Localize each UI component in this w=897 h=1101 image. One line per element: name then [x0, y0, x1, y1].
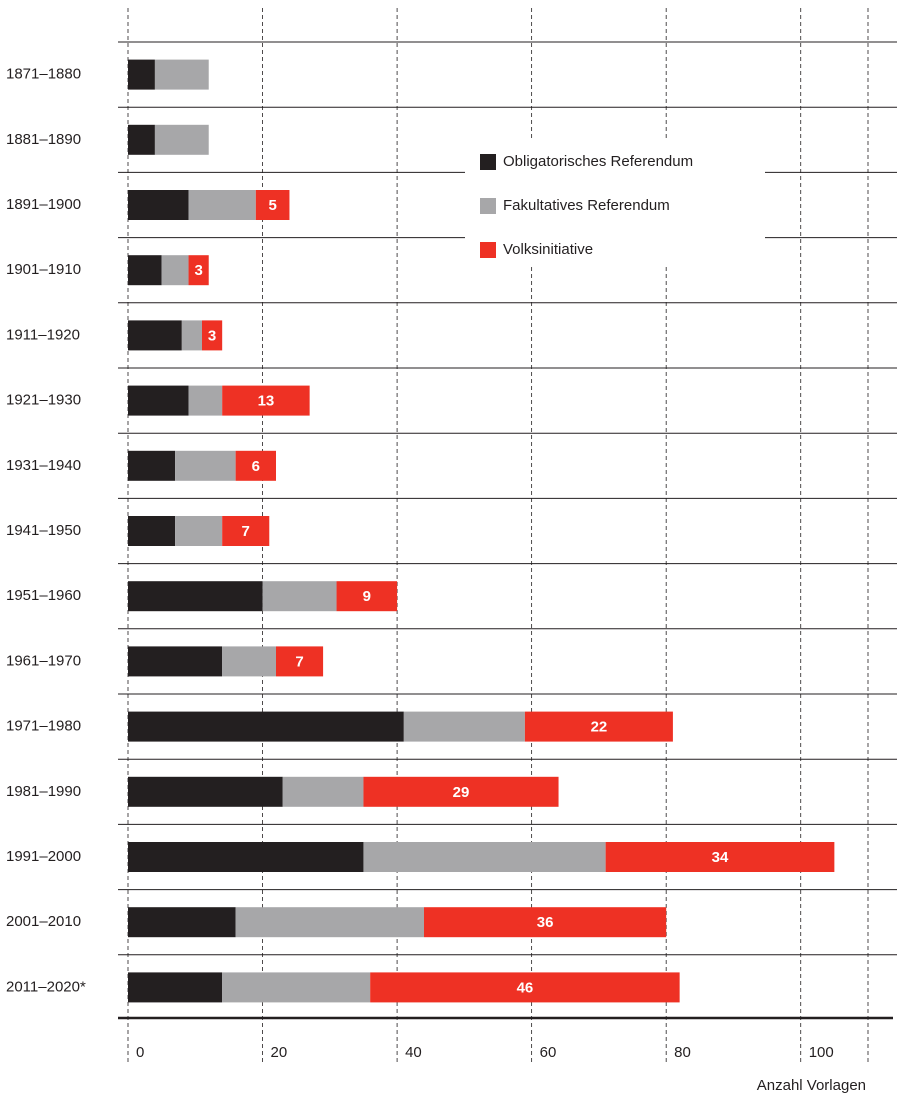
- legend-swatch: [480, 198, 496, 214]
- y-tick-label: 1931–1940: [6, 457, 81, 474]
- x-axis-label: Anzahl Vorlagen: [757, 1077, 866, 1094]
- bar-segment: [235, 450, 276, 481]
- bar-segment: [336, 581, 398, 612]
- bar-segment: [128, 776, 283, 807]
- bar-segment: [222, 385, 310, 416]
- y-tick-label: 2011–2020*: [6, 978, 86, 995]
- bar-segment: [363, 842, 606, 872]
- bar-segment: [128, 320, 182, 351]
- y-tick-label: 1881–1890: [6, 131, 81, 148]
- bar-segment: [222, 646, 276, 677]
- y-tick-label: 1911–1920: [6, 326, 80, 343]
- bar-segment: [128, 646, 223, 677]
- legend-swatch: [480, 154, 496, 170]
- x-tick-label: 20: [271, 1044, 288, 1061]
- bar-segment: [262, 581, 337, 612]
- y-tick-label: 1891–1900: [6, 196, 81, 213]
- bar-segment: [188, 190, 256, 220]
- y-tick-label: 1871–1880: [6, 66, 81, 83]
- bar-segment: [222, 516, 270, 546]
- y-tick-label: 1981–1990: [6, 783, 81, 800]
- bar-segment: [424, 907, 667, 938]
- bar-segment: [128, 385, 189, 416]
- bar-segment: [128, 450, 176, 481]
- bar-segment: [403, 711, 525, 742]
- value-label: 13: [258, 393, 275, 410]
- y-tick-label: 1901–1910: [6, 261, 81, 278]
- bar-segment: [188, 385, 223, 416]
- bar-segment: [175, 450, 236, 481]
- bar-segment: [255, 190, 290, 220]
- bar-segment: [175, 516, 223, 546]
- bar-segment: [128, 581, 263, 612]
- bar-segment: [128, 124, 155, 155]
- y-tick-label: 1941–1950: [6, 522, 81, 539]
- bar-segment: [605, 842, 835, 872]
- bar-segment: [524, 711, 673, 742]
- y-tick-label: 1921–1930: [6, 392, 81, 409]
- bar-segment: [282, 776, 364, 807]
- y-tick-label: 1951–1960: [6, 587, 81, 604]
- value-label: 22: [591, 719, 608, 736]
- value-label: 6: [252, 458, 260, 475]
- bar-segment: [181, 320, 202, 351]
- legend-label: Volksinitiative: [503, 241, 593, 258]
- value-label: 5: [268, 197, 276, 214]
- bar-segment: [370, 972, 680, 1003]
- y-tick-label: 1971–1980: [6, 718, 81, 735]
- y-tick-label: 1961–1970: [6, 652, 81, 669]
- bar-segment: [235, 907, 424, 938]
- bar-segment: [188, 255, 209, 286]
- value-label: 36: [537, 914, 554, 931]
- y-tick-label: 2001–2010: [6, 913, 81, 930]
- legend-swatch: [480, 242, 496, 258]
- x-tick-label: 0: [136, 1044, 144, 1061]
- bar-segment: [276, 646, 324, 677]
- legend: Obligatorisches Referendum Fakultatives R…: [465, 138, 765, 265]
- bar-segment: [161, 255, 189, 286]
- bar-segment: [128, 516, 176, 546]
- bar-segment: [128, 972, 223, 1003]
- bar-segment: [128, 842, 364, 872]
- bar-segment: [363, 776, 559, 807]
- bar-segment: [128, 190, 189, 220]
- value-label: 34: [712, 849, 729, 866]
- legend-box: [465, 138, 765, 265]
- bar-segment: [128, 59, 155, 90]
- value-label: 7: [242, 523, 250, 540]
- x-tick-label: 100: [809, 1044, 834, 1061]
- y-tick-label: 1991–2000: [6, 848, 81, 865]
- bar-segment: [222, 972, 371, 1003]
- legend-label: Obligatorisches Referendum: [503, 153, 693, 170]
- value-label: 46: [517, 979, 534, 996]
- legend-label: Fakultatives Referendum: [503, 197, 670, 214]
- bar-segment: [128, 711, 404, 742]
- x-tick-label: 40: [405, 1044, 422, 1061]
- value-label: 9: [363, 588, 371, 605]
- bar-segment: [154, 59, 209, 90]
- value-label: 3: [194, 262, 202, 279]
- bar-segment: [202, 320, 223, 351]
- value-label: 7: [295, 653, 303, 670]
- value-label: 29: [453, 784, 470, 801]
- bar-segment: [128, 255, 162, 286]
- x-tick-label: 80: [674, 1044, 691, 1061]
- bar-segment: [128, 907, 236, 938]
- bar-segment: [154, 124, 209, 155]
- x-tick-label: 60: [540, 1044, 557, 1061]
- value-label: 3: [208, 327, 216, 344]
